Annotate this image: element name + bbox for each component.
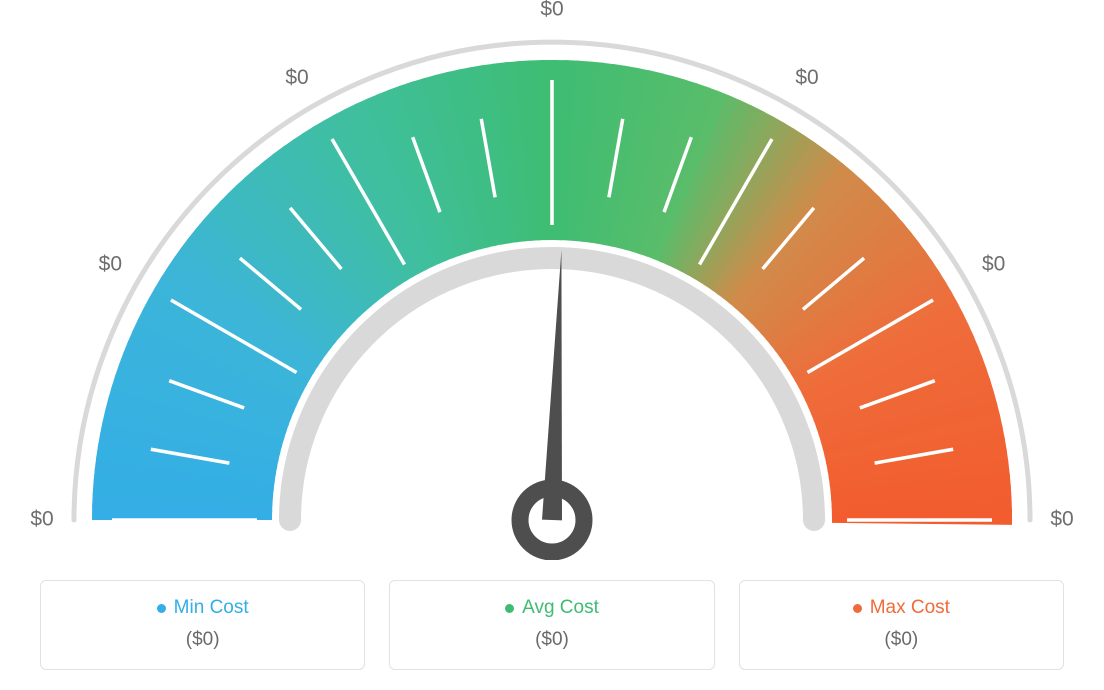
- legend-card-max: Max Cost ($0): [739, 580, 1064, 670]
- svg-text:$0: $0: [1050, 508, 1073, 531]
- dot-max: [853, 604, 862, 613]
- svg-text:$0: $0: [982, 253, 1005, 276]
- legend-value-max: ($0): [740, 629, 1063, 651]
- gauge-svg: $0 $0 $0 $0 $0 $0 $0: [0, 0, 1104, 560]
- legend-card-min: Min Cost ($0): [40, 580, 365, 670]
- svg-text:$0: $0: [540, 0, 563, 21]
- legend-row: Min Cost ($0) Avg Cost ($0) Max Cost ($0…: [0, 580, 1104, 690]
- legend-label-avg: Avg Cost: [522, 597, 599, 619]
- gauge-chart: $0 $0 $0 $0 $0 $0 $0: [0, 0, 1104, 560]
- legend-label-min: Min Cost: [174, 597, 249, 619]
- legend-label-max: Max Cost: [870, 597, 950, 619]
- legend-title-min: Min Cost: [157, 597, 249, 619]
- legend-card-avg: Avg Cost ($0): [389, 580, 714, 670]
- legend-value-min: ($0): [41, 629, 364, 651]
- svg-text:$0: $0: [30, 508, 53, 531]
- legend-title-avg: Avg Cost: [505, 597, 599, 619]
- svg-text:$0: $0: [285, 66, 308, 89]
- dot-avg: [505, 604, 514, 613]
- legend-value-avg: ($0): [390, 629, 713, 651]
- svg-text:$0: $0: [99, 253, 122, 276]
- dot-min: [157, 604, 166, 613]
- svg-text:$0: $0: [795, 66, 818, 89]
- legend-title-max: Max Cost: [853, 597, 950, 619]
